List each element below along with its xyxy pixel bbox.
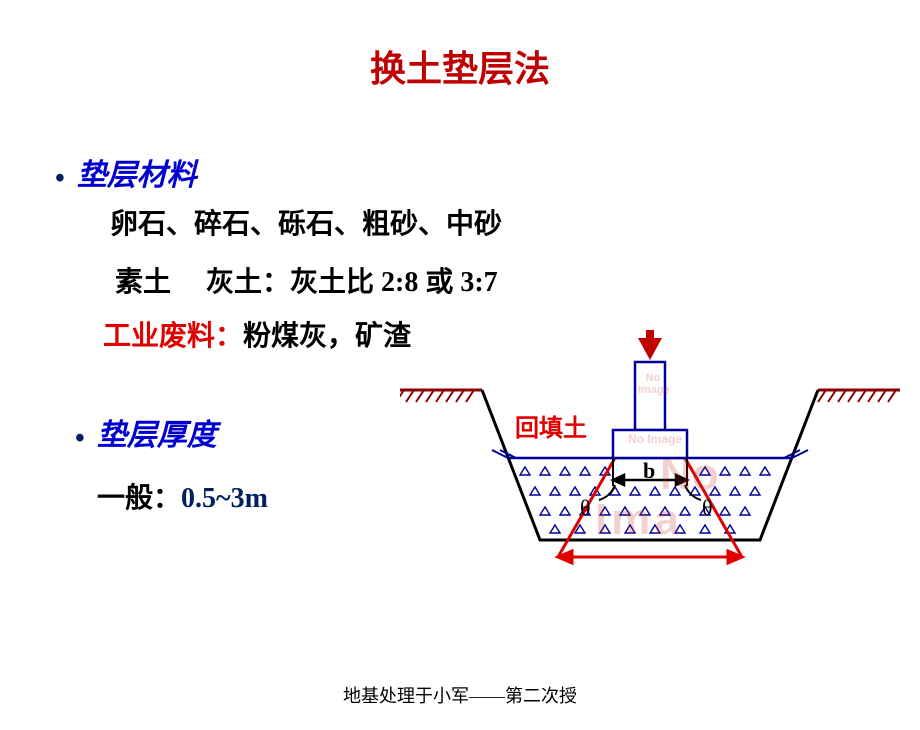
materials-heading: 垫层材料 xyxy=(77,150,197,194)
cushion-ticks-right xyxy=(784,450,808,458)
thickness-value: 0.5~3m xyxy=(181,483,268,514)
footing-column xyxy=(635,362,665,430)
materials-line-3-label: 工业废料： xyxy=(103,321,243,352)
slide-footer: 地基处理于小军——第二次授 xyxy=(0,682,920,708)
materials-line-1: 卵石、碎石、砾石、粗砂、中砂 xyxy=(110,202,502,242)
bottom-width-arrow xyxy=(558,551,742,563)
thickness-heading: 垫层厚度 xyxy=(97,410,217,454)
materials-line-2b-label: 灰土： xyxy=(206,267,290,298)
load-arrow-icon xyxy=(638,330,662,360)
materials-line-2a: 素土 xyxy=(115,267,171,298)
materials-line-2b-value: 灰土比 2:8 或 3:7 xyxy=(290,267,498,298)
ground-hatch-left xyxy=(400,390,482,402)
cushion-ticks-left xyxy=(492,450,516,458)
theta-arc-left xyxy=(599,485,615,500)
cushion-diagram: 回填土 b θ θ No Image No Image No Ima xyxy=(400,330,900,590)
theta-right-label: θ xyxy=(702,495,713,521)
footing-base xyxy=(613,430,687,458)
bullet-icon: • xyxy=(75,425,85,453)
width-b-label: b xyxy=(643,458,655,484)
section-materials: • 垫层材料 卵石、碎石、砾石、粗砂、中砂 素土 灰土：灰土比 2:8 或 3:… xyxy=(55,150,502,354)
section-thickness: • 垫层厚度 一般：0.5~3m xyxy=(75,410,268,516)
slide-title: 换土垫层法 xyxy=(0,40,920,92)
materials-line-3-value: 粉煤灰，矿渣 xyxy=(243,321,411,352)
theta-left-label: θ xyxy=(580,495,591,521)
bullet-icon: • xyxy=(55,165,65,193)
spread-line-right xyxy=(685,458,742,557)
ground-hatch-right xyxy=(818,390,900,402)
backfill-label: 回填土 xyxy=(515,408,587,443)
thickness-label: 一般： xyxy=(97,483,181,514)
